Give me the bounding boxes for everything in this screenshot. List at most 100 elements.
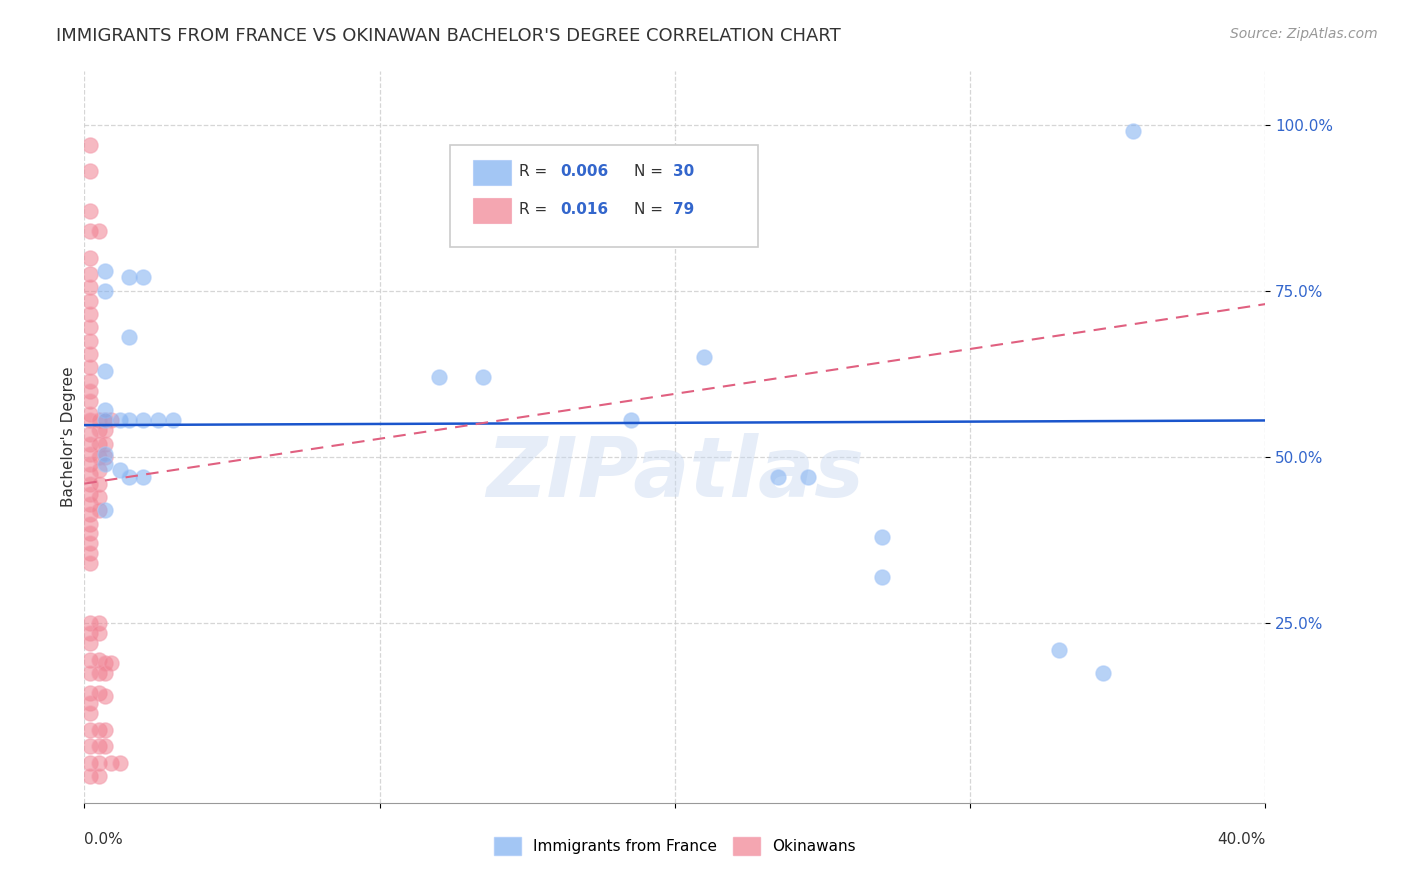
Point <box>620 413 643 427</box>
Point <box>87 666 111 681</box>
Point <box>118 330 141 344</box>
Point <box>118 270 141 285</box>
Point <box>79 293 101 308</box>
Point <box>79 384 101 398</box>
Point <box>79 706 101 720</box>
Point <box>79 467 101 481</box>
Point <box>1092 666 1115 681</box>
Point <box>118 470 141 484</box>
Text: 0.016: 0.016 <box>561 202 609 217</box>
Text: 0.006: 0.006 <box>561 164 609 179</box>
Point <box>79 204 101 219</box>
Point <box>79 457 101 471</box>
Point <box>87 626 111 640</box>
Point <box>100 413 122 427</box>
Text: Source: ZipAtlas.com: Source: ZipAtlas.com <box>1230 27 1378 41</box>
Point <box>79 307 101 321</box>
Point <box>79 696 101 710</box>
Point <box>79 224 101 238</box>
Point <box>94 363 117 377</box>
Point <box>79 393 101 408</box>
Text: 79: 79 <box>672 202 693 217</box>
Point <box>87 424 111 438</box>
Point <box>79 653 101 667</box>
Point <box>132 270 155 285</box>
Point <box>87 436 111 450</box>
Point <box>79 476 101 491</box>
Point <box>1122 124 1144 138</box>
Point <box>79 407 101 421</box>
Point <box>693 351 716 365</box>
Point <box>94 723 117 737</box>
Text: R =: R = <box>519 202 553 217</box>
Point <box>79 497 101 511</box>
Point <box>87 224 111 238</box>
Point <box>79 164 101 178</box>
Point <box>87 756 111 770</box>
Point <box>148 413 170 427</box>
Point <box>87 616 111 631</box>
Point <box>87 769 111 783</box>
Point <box>132 413 155 427</box>
Point <box>94 284 117 298</box>
Point <box>472 370 495 384</box>
Point <box>79 546 101 560</box>
Point <box>79 616 101 631</box>
Y-axis label: Bachelor's Degree: Bachelor's Degree <box>60 367 76 508</box>
Point <box>87 723 111 737</box>
Point <box>87 653 111 667</box>
Point <box>79 413 101 427</box>
Point <box>94 503 117 517</box>
FancyBboxPatch shape <box>472 160 510 186</box>
Point <box>94 457 117 471</box>
Text: N =: N = <box>634 164 668 179</box>
Point <box>870 530 893 544</box>
Point <box>79 626 101 640</box>
Point <box>79 536 101 550</box>
Text: 0.0%: 0.0% <box>84 832 124 847</box>
Point <box>79 280 101 294</box>
Point <box>108 463 131 477</box>
Point <box>79 374 101 388</box>
Point <box>79 436 101 450</box>
Point <box>87 413 111 427</box>
Point <box>87 739 111 754</box>
Point <box>79 251 101 265</box>
Text: R =: R = <box>519 164 553 179</box>
Point <box>87 476 111 491</box>
Text: 30: 30 <box>672 164 693 179</box>
Point <box>100 756 122 770</box>
Point <box>94 656 117 670</box>
Point <box>79 723 101 737</box>
Point <box>79 347 101 361</box>
Text: 40.0%: 40.0% <box>1218 832 1265 847</box>
Text: N =: N = <box>634 202 668 217</box>
Point <box>79 636 101 650</box>
Point <box>870 570 893 584</box>
Point <box>94 413 117 427</box>
FancyBboxPatch shape <box>472 198 510 224</box>
Point <box>108 413 131 427</box>
Point <box>100 656 122 670</box>
Point <box>94 739 117 754</box>
Point <box>79 557 101 571</box>
Point <box>79 447 101 461</box>
Point <box>427 370 450 384</box>
Point <box>79 320 101 334</box>
Point <box>87 686 111 700</box>
Point <box>79 507 101 521</box>
Point <box>94 666 117 681</box>
Point <box>94 450 117 464</box>
Point <box>79 426 101 441</box>
Point <box>79 666 101 681</box>
Point <box>79 267 101 281</box>
Point <box>87 503 111 517</box>
Point <box>797 470 820 484</box>
Point <box>87 490 111 504</box>
Point <box>1047 643 1070 657</box>
Point <box>79 526 101 541</box>
Point <box>94 403 117 417</box>
Point <box>94 413 117 427</box>
Text: ZIPatlas: ZIPatlas <box>486 434 863 514</box>
Point <box>118 413 141 427</box>
